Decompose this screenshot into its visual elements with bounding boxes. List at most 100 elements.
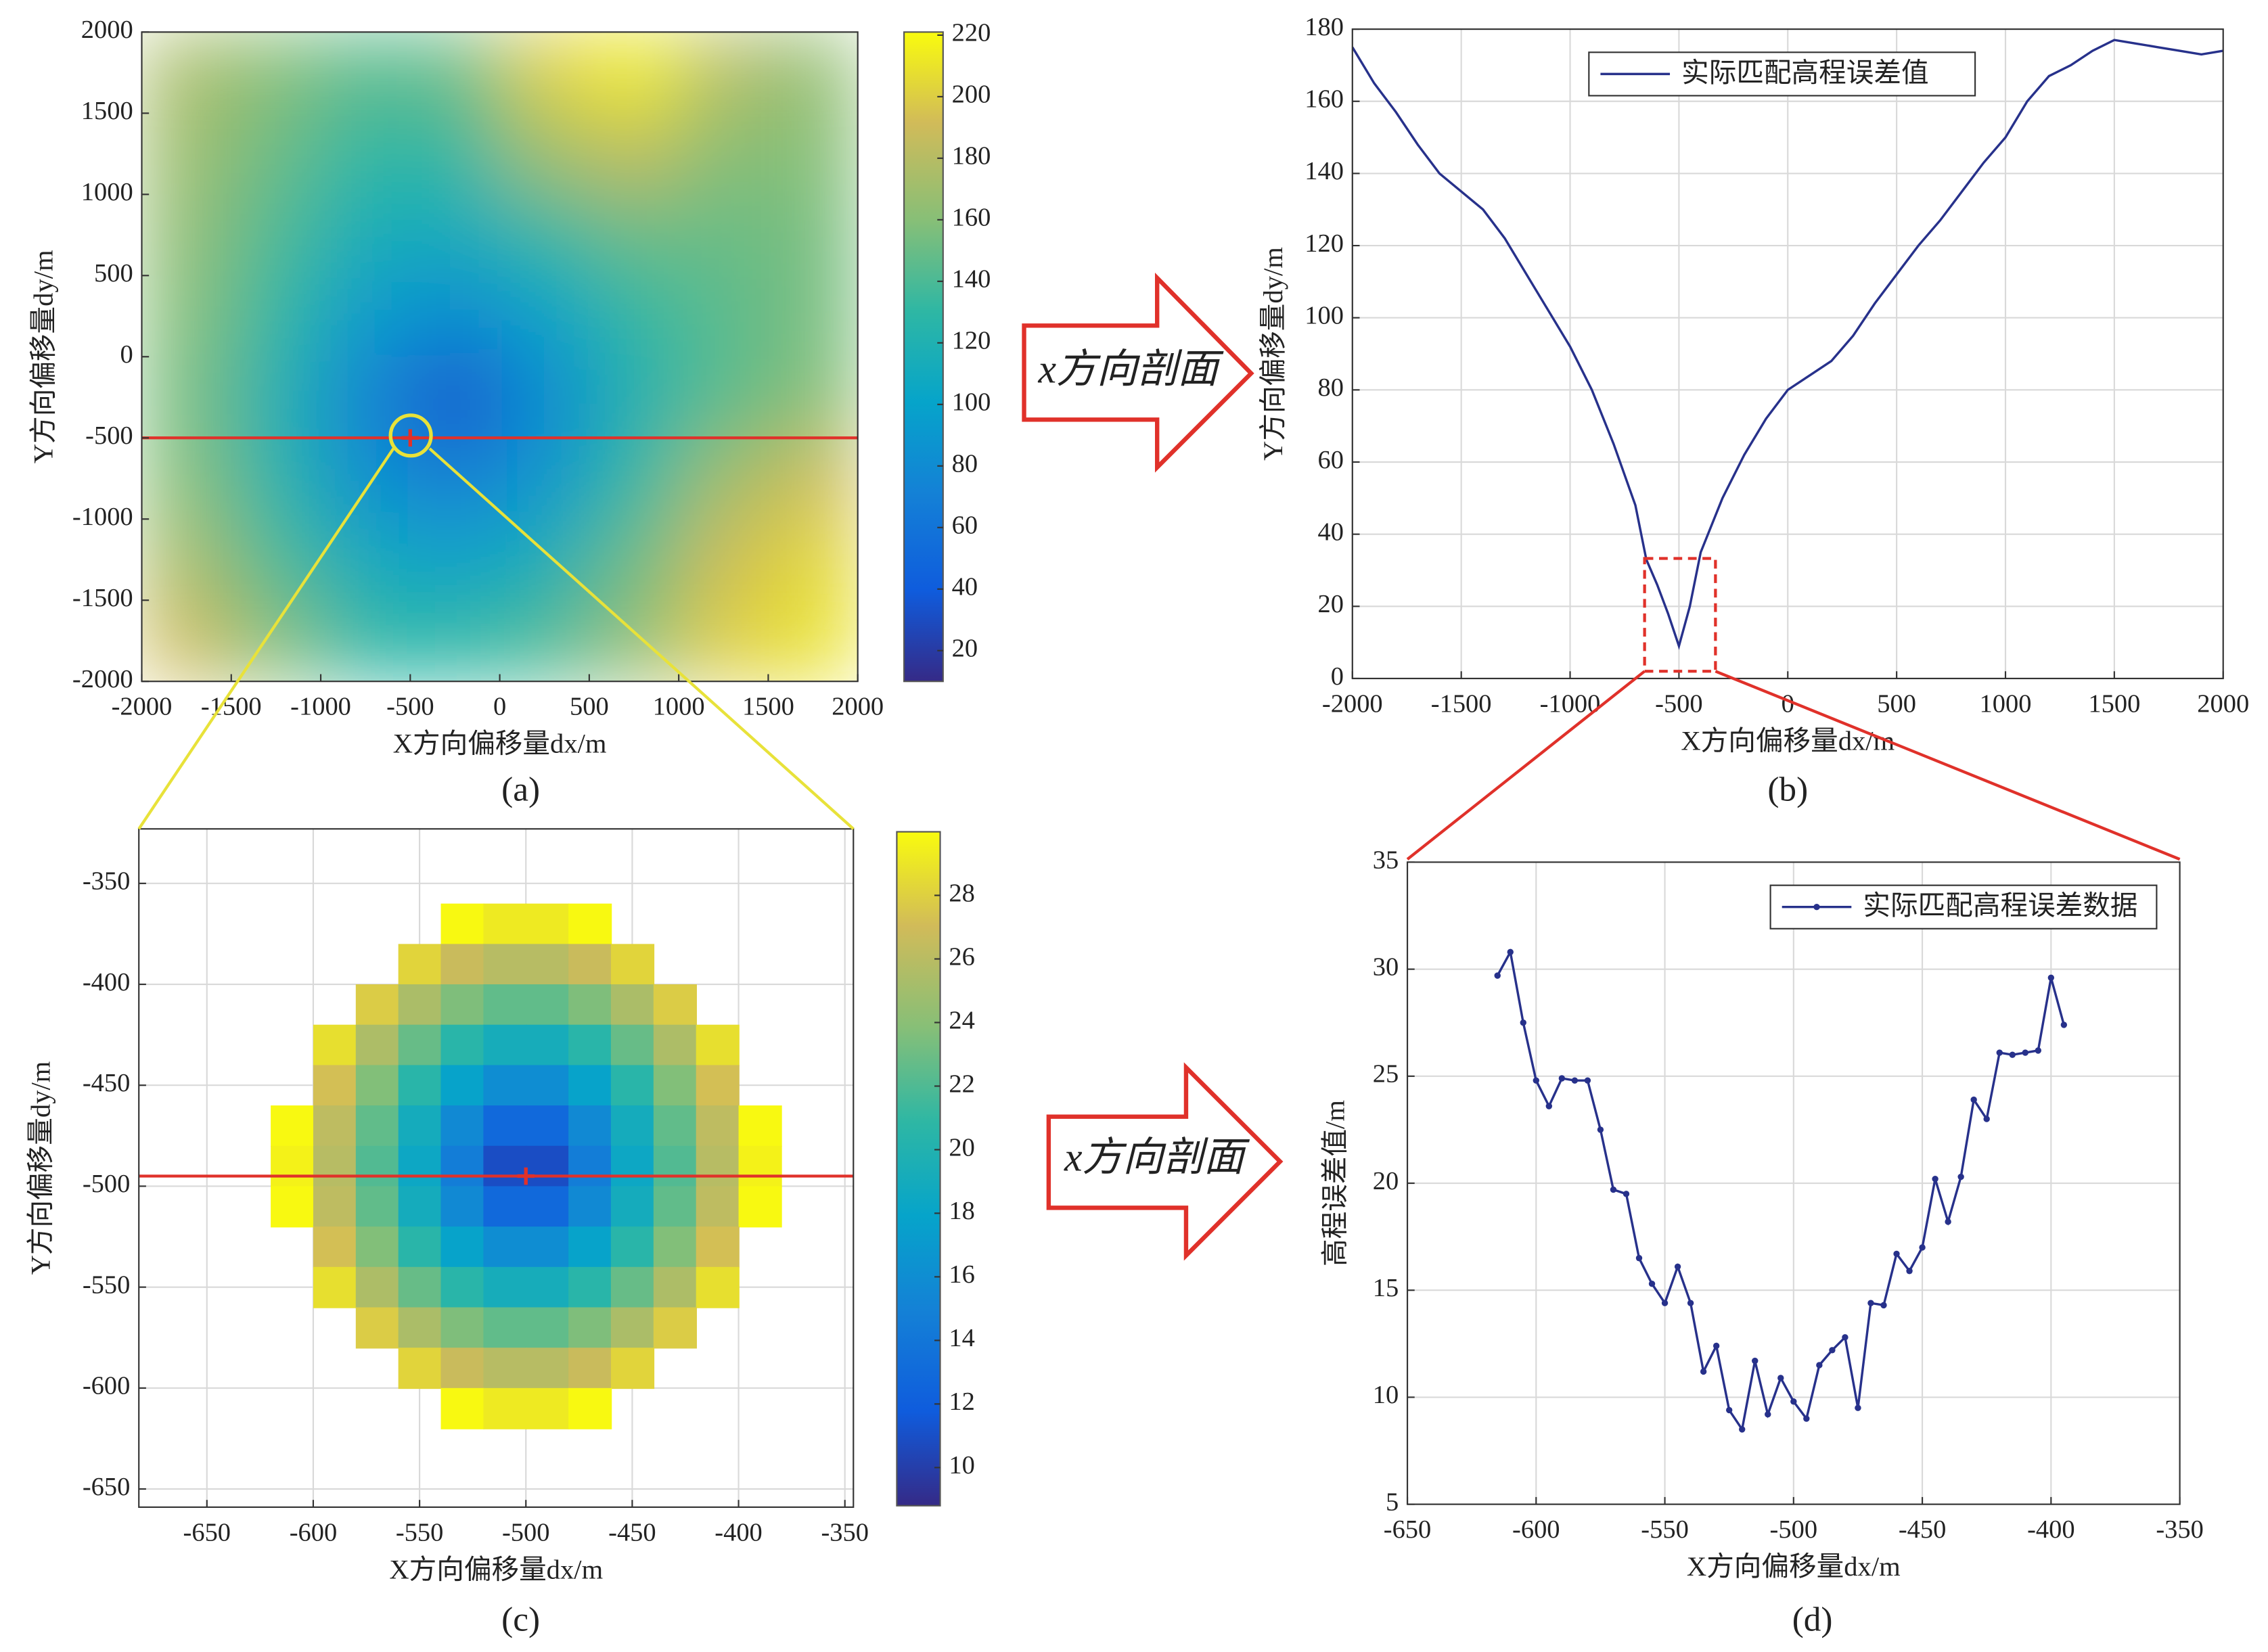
- heatmap-cell: [483, 1387, 527, 1429]
- heatmap-cell: [768, 438, 858, 520]
- y-tick-label: 180: [1305, 13, 1344, 41]
- heatmap-cell: [440, 1226, 484, 1268]
- heatmap-cell: [355, 1065, 399, 1107]
- heatmap-cell: [568, 1387, 612, 1429]
- colorbar: [896, 831, 941, 1507]
- zoom-box: [1643, 557, 1717, 673]
- heatmap-cell: [653, 1024, 697, 1066]
- heatmap-cell: [738, 1186, 782, 1228]
- heatmap-cell: [271, 1186, 315, 1228]
- data-point: [1545, 1103, 1553, 1109]
- heatmap-cell: [526, 1266, 570, 1308]
- heatmap-cell: [589, 600, 680, 682]
- heatmap-cell: [653, 1145, 697, 1187]
- y-tick-label: 1500: [81, 97, 133, 125]
- y-tick-label: -600: [83, 1372, 131, 1400]
- panel-caption: (d): [1792, 1601, 1833, 1639]
- colorbar-tick-label: 160: [952, 204, 991, 232]
- colorbar-tick-label: 26: [949, 942, 974, 971]
- heatmap-cell: [313, 1024, 357, 1066]
- colorbar-tick-label: 140: [952, 265, 991, 294]
- data-point: [2009, 1051, 2016, 1058]
- zoom-line: [1715, 670, 2181, 861]
- heatmap-cell: [610, 1065, 655, 1107]
- data-point: [1661, 1300, 1669, 1306]
- heatmap-cell: [231, 194, 322, 277]
- x-tick-label: 2000: [832, 693, 884, 721]
- data-point: [1623, 1191, 1630, 1197]
- y-tick-label: 0: [1331, 662, 1344, 691]
- heatmap-cell: [499, 32, 591, 114]
- heatmap-cell: [589, 357, 680, 439]
- heatmap-cell: [526, 1348, 570, 1390]
- heatmap-cell: [768, 194, 858, 277]
- heatmap-cell: [610, 1307, 655, 1349]
- x-tick-label: -1500: [201, 693, 262, 721]
- y-tick-label: 1000: [81, 178, 133, 206]
- x-tick-label: -600: [1512, 1515, 1560, 1544]
- heatmap-cell: [610, 1024, 655, 1066]
- y-tick-label: -350: [83, 867, 131, 896]
- data-point: [1983, 1116, 1990, 1122]
- heatmap-cell: [653, 1105, 697, 1147]
- heatmap-cell: [440, 984, 484, 1026]
- heatmap-cell: [398, 1024, 442, 1066]
- heatmap-cell: [768, 113, 858, 196]
- heatmap-cell: [526, 903, 570, 945]
- chart-panel: 10 12 14 16 18 20 22 24 26 28 -650 -600 -550 -500 -450…: [25, 828, 975, 1639]
- heatmap-cell: [696, 1226, 740, 1268]
- heatmap-cell: [313, 1226, 357, 1268]
- x-tick-label: -450: [608, 1518, 656, 1546]
- zoom-line: [137, 447, 395, 830]
- x-tick-label: 500: [570, 693, 609, 721]
- zoom-line: [1406, 670, 1646, 861]
- heatmap-cell: [696, 1065, 740, 1107]
- data-point: [1725, 1406, 1733, 1414]
- heatmap-cell: [398, 1266, 442, 1308]
- data-point: [1713, 1342, 1720, 1350]
- heatmap-cell: [499, 600, 591, 682]
- x-tick-label: -1500: [1431, 689, 1492, 718]
- heatmap-cell: [568, 1307, 612, 1349]
- data-point: [1648, 1281, 1656, 1287]
- heatmap-cell: [526, 1024, 570, 1066]
- data-point: [1777, 1375, 1784, 1381]
- heatmap-cell: [141, 438, 233, 520]
- heatmap-cell: [440, 1145, 484, 1187]
- heatmap-cells: [141, 32, 858, 682]
- heatmap-cell: [679, 438, 769, 520]
- heatmap-cell: [141, 275, 233, 358]
- heatmap-cell: [679, 357, 769, 439]
- heatmap-cell: [526, 1186, 570, 1228]
- heatmap-cell: [410, 519, 501, 601]
- y-tick-label: -650: [83, 1473, 131, 1501]
- x-tick-label: -500: [386, 693, 434, 721]
- colorbar-tick-label: 200: [952, 81, 991, 109]
- y-tick-label: -1500: [72, 584, 133, 612]
- heatmap-cell: [738, 1105, 782, 1147]
- heatmap-cell: [568, 1266, 612, 1308]
- heatmap-cell: [526, 1065, 570, 1107]
- heatmap-cell: [499, 438, 591, 520]
- heatmap-cell: [653, 1266, 697, 1308]
- data-point: [1945, 1218, 1951, 1225]
- y-tick-label: -500: [83, 1170, 131, 1198]
- colorbar-tick-label: 180: [952, 142, 991, 170]
- heatmap-cell: [271, 1105, 315, 1147]
- y-tick-label: 15: [1373, 1274, 1399, 1302]
- y-tick-label: 20: [1373, 1167, 1399, 1195]
- heatmap-cell: [696, 1145, 740, 1187]
- data-point: [1816, 1362, 1823, 1369]
- heatmap-cell: [526, 984, 570, 1026]
- panel-caption: (b): [1767, 771, 1808, 809]
- heatmap-cell: [526, 1105, 570, 1147]
- heatmap-cell: [568, 903, 612, 945]
- arrow-shape: [1046, 1062, 1284, 1261]
- colorbar-tick-label: 20: [949, 1133, 974, 1162]
- heatmap-cell: [768, 519, 858, 601]
- heatmap-cell: [440, 944, 484, 986]
- heatmap-cell: [313, 1145, 357, 1187]
- heatmap-cell: [696, 1024, 740, 1066]
- data-point: [1558, 1075, 1566, 1082]
- x-tick-label: -1000: [290, 693, 351, 721]
